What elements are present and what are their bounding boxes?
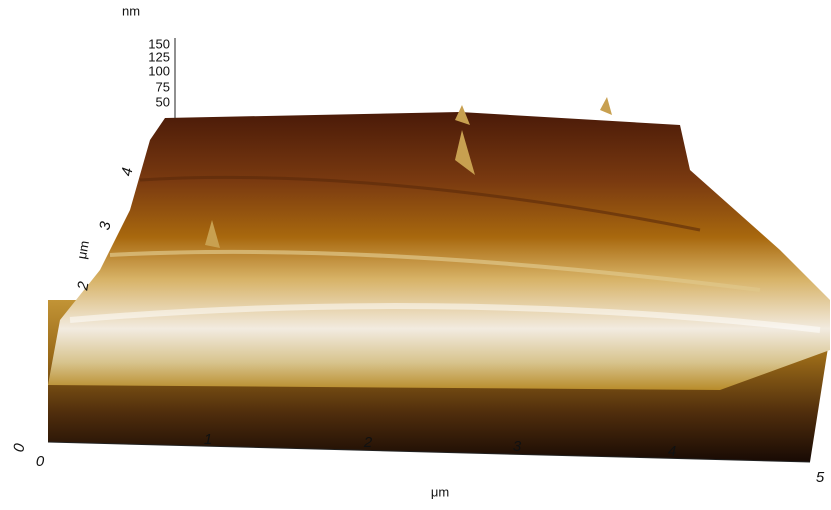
x-tick-label: 5 bbox=[816, 469, 825, 486]
z-tick-label: 75 bbox=[156, 79, 170, 94]
z-tick-label: 125 bbox=[148, 49, 170, 64]
z-axis-unit: nm bbox=[122, 3, 140, 18]
x-tick-label: 2 bbox=[363, 434, 373, 451]
surface bbox=[48, 97, 830, 462]
y-tick-label: 2 bbox=[74, 280, 92, 293]
x-tick-label: 4 bbox=[668, 443, 676, 460]
x-tick-label: 1 bbox=[204, 431, 212, 448]
y-tick-label: 0 bbox=[10, 442, 28, 454]
x-tick-label: 3 bbox=[513, 438, 522, 455]
x-tick-label: 0 bbox=[36, 453, 45, 470]
x-axis-unit: μm bbox=[431, 484, 449, 499]
z-tick-label: 50 bbox=[156, 94, 170, 109]
y-tick-label: 3 bbox=[96, 220, 114, 232]
z-tick-label: 100 bbox=[148, 63, 170, 78]
y-axis-unit: μm bbox=[74, 239, 92, 260]
afm-image: nm1501251007550012345μm0234μm bbox=[0, 0, 831, 510]
y-tick-label: 4 bbox=[118, 166, 136, 177]
